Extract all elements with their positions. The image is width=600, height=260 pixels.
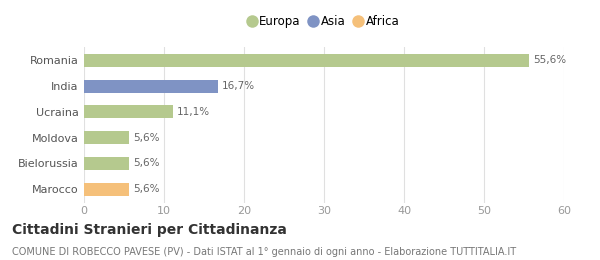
Bar [84,80,218,93]
Bar [84,106,173,118]
Bar [84,54,529,67]
Text: 55,6%: 55,6% [533,55,566,65]
Text: 16,7%: 16,7% [221,81,255,91]
Bar [84,183,129,196]
Text: 5,6%: 5,6% [133,133,160,143]
Text: Cittadini Stranieri per Cittadinanza: Cittadini Stranieri per Cittadinanza [12,223,287,237]
Text: 11,1%: 11,1% [177,107,210,117]
Legend: Europa, Asia, Africa: Europa, Asia, Africa [244,11,404,33]
Text: 5,6%: 5,6% [133,184,160,194]
Bar [84,131,129,144]
Text: COMUNE DI ROBECCO PAVESE (PV) - Dati ISTAT al 1° gennaio di ogni anno - Elaboraz: COMUNE DI ROBECCO PAVESE (PV) - Dati IST… [12,247,516,257]
Text: 5,6%: 5,6% [133,159,160,168]
Bar [84,157,129,170]
